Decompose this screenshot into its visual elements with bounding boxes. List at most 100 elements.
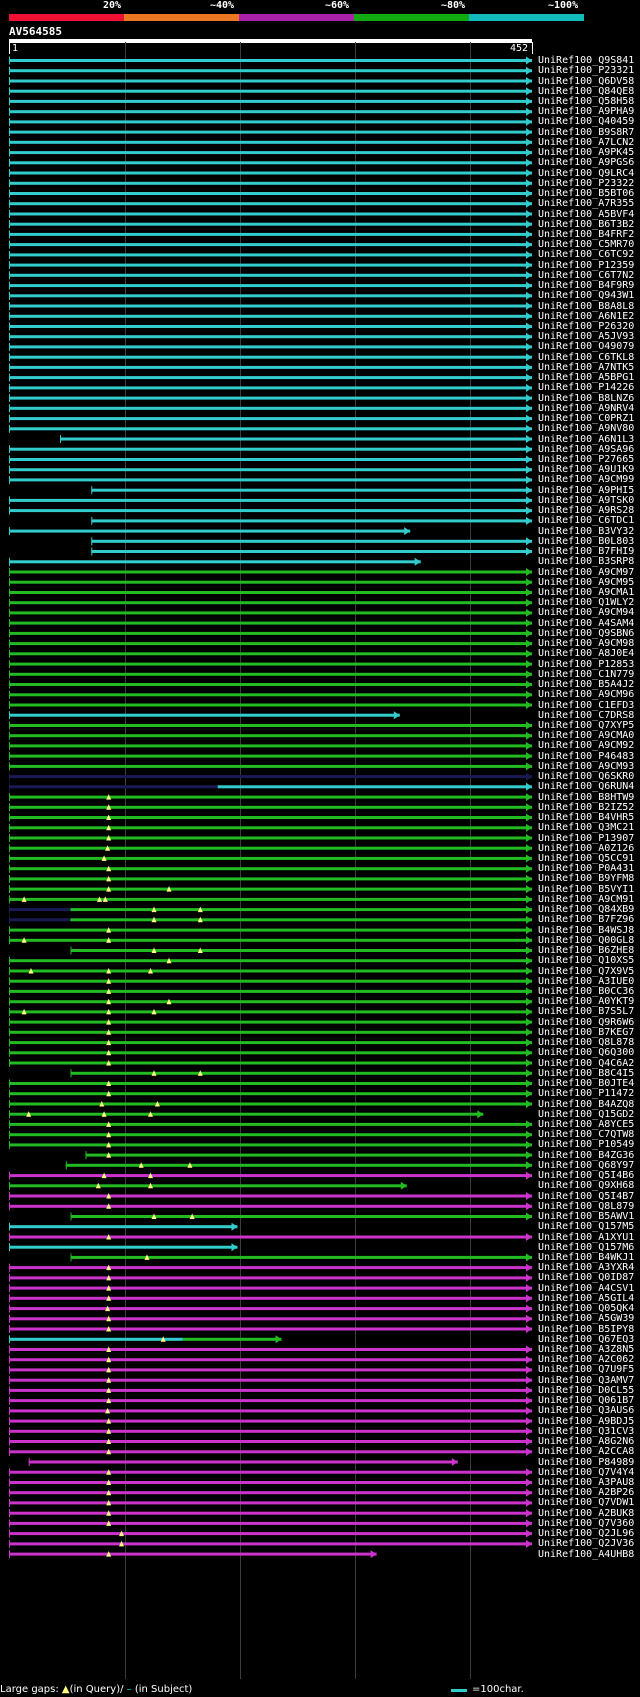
hit-row[interactable]: [9, 874, 532, 883]
hit-label[interactable]: UniRef100_A3PAU8: [538, 1477, 635, 1488]
hit-row[interactable]: [9, 680, 532, 689]
hit-label[interactable]: UniRef100_Q943W1: [538, 290, 635, 302]
hit-label[interactable]: UniRef100_A6N1L3: [538, 433, 635, 445]
hit-row[interactable]: [9, 1110, 484, 1119]
hit-label[interactable]: UniRef100_P11472: [538, 1088, 635, 1100]
hit-row[interactable]: [9, 128, 532, 137]
hit-label[interactable]: UniRef100_B4VHR5: [538, 812, 635, 823]
hit-label[interactable]: UniRef100_B3SRP8: [538, 556, 635, 568]
hit-row[interactable]: [9, 1437, 532, 1446]
hit-row[interactable]: [9, 1396, 532, 1405]
hit-row[interactable]: [9, 56, 532, 65]
hit-label[interactable]: UniRef100_Q40459: [538, 116, 635, 128]
hit-row[interactable]: [9, 220, 532, 229]
hit-row[interactable]: [9, 1355, 532, 1364]
hit-row[interactable]: [9, 445, 532, 454]
hit-row[interactable]: [9, 312, 532, 321]
hit-label[interactable]: UniRef100_A8YCE5: [538, 1118, 635, 1130]
hit-label[interactable]: UniRef100_Q3MC21: [538, 822, 635, 834]
hit-label[interactable]: UniRef100_O49079: [538, 341, 635, 353]
hit-label[interactable]: UniRef100_B0L803: [538, 535, 635, 547]
hit-row[interactable]: [9, 772, 532, 781]
hit-row[interactable]: [9, 383, 532, 392]
hit-row[interactable]: [9, 1304, 532, 1313]
hit-label[interactable]: UniRef100_Q58H58: [538, 95, 635, 107]
hit-row[interactable]: [9, 1059, 532, 1067]
hit-label[interactable]: UniRef100_D0CL55: [538, 1384, 635, 1396]
hit-label[interactable]: UniRef100_Q31CV3: [538, 1425, 635, 1437]
hit-label[interactable]: UniRef100_B5VYI1: [538, 883, 635, 895]
hit-row[interactable]: [9, 1181, 407, 1190]
hit-row[interactable]: [9, 230, 532, 239]
hit-label[interactable]: UniRef100_Q00GL8: [538, 934, 635, 946]
hit-row[interactable]: [9, 731, 532, 740]
hit-row[interactable]: [9, 424, 532, 433]
hit-row[interactable]: [9, 701, 532, 709]
hit-row[interactable]: [9, 1222, 238, 1231]
hit-row[interactable]: [9, 956, 532, 965]
hit-row[interactable]: [9, 741, 532, 750]
hit-row[interactable]: [65, 1161, 533, 1170]
hit-label[interactable]: UniRef100_Q4C6A2: [538, 1057, 635, 1069]
hit-label[interactable]: UniRef100_B9S8R7: [538, 126, 635, 138]
hit-label[interactable]: UniRef100_B4WKJ1: [538, 1251, 635, 1263]
hit-row[interactable]: [9, 281, 532, 290]
hit-row[interactable]: [9, 107, 532, 116]
hit-row[interactable]: [9, 496, 532, 505]
hit-row[interactable]: [9, 1468, 532, 1477]
hit-row[interactable]: [9, 1498, 532, 1507]
hit-row[interactable]: [9, 1550, 377, 1559]
hit-label[interactable]: UniRef100_A9CM99: [538, 474, 635, 486]
hit-label[interactable]: UniRef100_A9TSK0: [538, 494, 635, 506]
hit-label[interactable]: UniRef100_B6ZHE8: [538, 945, 635, 956]
hit-label[interactable]: UniRef100_C6TC92: [538, 249, 635, 261]
hit-label[interactable]: UniRef100_A3IUE0: [538, 975, 635, 987]
hit-label[interactable]: UniRef100_B2IZ52: [538, 801, 635, 813]
hit-row[interactable]: [9, 210, 532, 218]
hit-label[interactable]: UniRef100_A2CCA8: [538, 1446, 635, 1458]
hit-row[interactable]: [9, 1447, 532, 1456]
hit-row[interactable]: [9, 670, 532, 679]
hit-label[interactable]: UniRef100_A9CMA1: [538, 587, 635, 598]
hit-label[interactable]: UniRef100_C7QTW8: [538, 1129, 635, 1141]
hit-label[interactable]: UniRef100_A9CMA0: [538, 730, 635, 742]
hit-label[interactable]: UniRef100_A4SAM4: [538, 617, 635, 629]
hit-label[interactable]: UniRef100_A1XYU1: [538, 1231, 635, 1243]
hit-row[interactable]: [9, 1038, 532, 1047]
hit-label[interactable]: UniRef100_P10549: [538, 1139, 635, 1151]
hit-row[interactable]: [9, 291, 532, 300]
hit-row[interactable]: [9, 1243, 238, 1252]
hit-row[interactable]: [9, 578, 532, 587]
hit-row[interactable]: [9, 1376, 532, 1385]
hit-row[interactable]: [9, 823, 532, 832]
hit-label[interactable]: UniRef100_Q5I4B6: [538, 1170, 635, 1182]
hit-label[interactable]: UniRef100_Q1WLY2: [538, 597, 635, 609]
hit-row[interactable]: [9, 1365, 532, 1374]
hit-label[interactable]: UniRef100_B5BT06: [538, 188, 635, 199]
hit-label[interactable]: UniRef100_A3YXR4: [538, 1262, 635, 1274]
hit-label[interactable]: UniRef100_A4CSV1: [538, 1282, 635, 1294]
hit-row[interactable]: [9, 169, 532, 177]
hit-label[interactable]: UniRef100_P23321: [538, 65, 635, 77]
hit-label[interactable]: UniRef100_A2C062: [538, 1354, 635, 1366]
hit-row[interactable]: [9, 465, 532, 474]
hit-row[interactable]: [9, 690, 532, 699]
hit-row[interactable]: [9, 240, 532, 249]
hit-label[interactable]: UniRef100_Q6RUN4: [538, 781, 635, 793]
hit-label[interactable]: UniRef100_Q7V4Y4: [538, 1466, 635, 1478]
hit-label[interactable]: UniRef100_P12853: [538, 658, 635, 670]
hit-row[interactable]: [9, 1478, 532, 1487]
hit-row[interactable]: [9, 475, 532, 484]
hit-row[interactable]: [9, 1519, 532, 1528]
hit-label[interactable]: UniRef100_B6T3B2: [538, 218, 635, 230]
hit-label[interactable]: UniRef100_B4AZQ8: [538, 1098, 635, 1110]
hit-label[interactable]: UniRef100_Q2JL96: [538, 1528, 635, 1540]
hit-label[interactable]: UniRef100_P84989: [538, 1456, 635, 1468]
hit-row[interactable]: [9, 721, 532, 730]
hit-row[interactable]: [9, 629, 532, 638]
hit-row[interactable]: [9, 1130, 532, 1139]
hit-label[interactable]: UniRef100_Q9XH68: [538, 1180, 635, 1192]
hit-label[interactable]: UniRef100_A3Z8N5: [538, 1344, 635, 1355]
hit-label[interactable]: UniRef100_A0YKT9: [538, 996, 635, 1008]
hit-label[interactable]: UniRef100_Q9S841: [538, 55, 635, 66]
